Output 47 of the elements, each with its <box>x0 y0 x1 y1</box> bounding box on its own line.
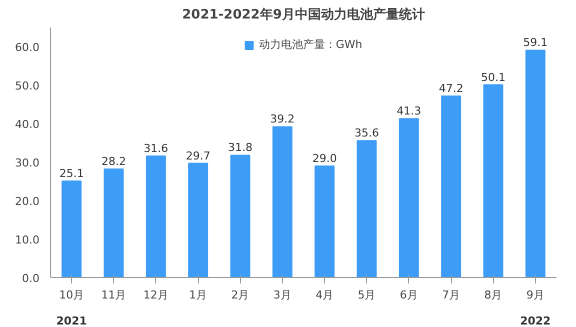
text: 31.6 <box>144 142 168 155</box>
text: 31.8 <box>228 141 253 154</box>
bar <box>188 162 208 278</box>
x-tick-label: 10月 <box>59 288 84 302</box>
text: 35.6 <box>354 126 380 140</box>
bar <box>356 140 377 278</box>
y-tick-label: 10.0 <box>15 234 40 247</box>
x-tick-label: 3月 <box>273 288 292 302</box>
bar <box>314 165 335 278</box>
x-tick-label: 11月 <box>101 288 126 302</box>
text: 2021 <box>56 314 87 327</box>
text: 28.2 <box>102 155 126 168</box>
x-tick-label: 9月 <box>526 288 544 302</box>
x-tick-label: 4月 <box>316 288 334 302</box>
text: 39.2 <box>270 112 295 126</box>
x-tick-label: 1月 <box>189 288 208 302</box>
text: 47.2 <box>438 82 464 95</box>
text: 59.1 <box>523 36 548 50</box>
y-tick-label: 60.0 <box>15 41 40 54</box>
bar <box>483 84 504 278</box>
y-tick-label: 50.0 <box>15 80 40 93</box>
x-tick-label: 12月 <box>143 288 168 302</box>
bar <box>272 126 292 278</box>
bar <box>441 95 462 278</box>
text: 29.7 <box>186 149 210 162</box>
bar <box>62 180 82 278</box>
text: 25.1 <box>59 166 84 180</box>
bar <box>146 155 166 278</box>
x-tick-label: 6月 <box>400 288 418 302</box>
bar <box>525 50 546 278</box>
y-tick-label: 0.0 <box>22 272 40 285</box>
legend-label: 动力电池产量：GWh <box>258 37 362 52</box>
bar <box>398 118 419 278</box>
y-tick-label: 20.0 <box>15 195 40 208</box>
y-tick-label: 40.0 <box>15 118 40 132</box>
bar <box>104 168 124 278</box>
chart-title: 2021-2022年9月中国动力电池产量统计 <box>182 6 425 22</box>
text: 50.1 <box>481 70 506 84</box>
text: 29.0 <box>312 152 337 165</box>
y-tick-label: 30.0 <box>15 156 40 170</box>
x-tick-label: 7月 <box>442 288 460 302</box>
text: 2022 <box>520 314 551 327</box>
bar <box>230 154 250 278</box>
x-tick-label: 8月 <box>484 288 502 302</box>
x-tick-label: 2月 <box>231 288 250 302</box>
x-tick-label: 5月 <box>358 288 376 302</box>
text: 41.3 <box>396 104 422 118</box>
